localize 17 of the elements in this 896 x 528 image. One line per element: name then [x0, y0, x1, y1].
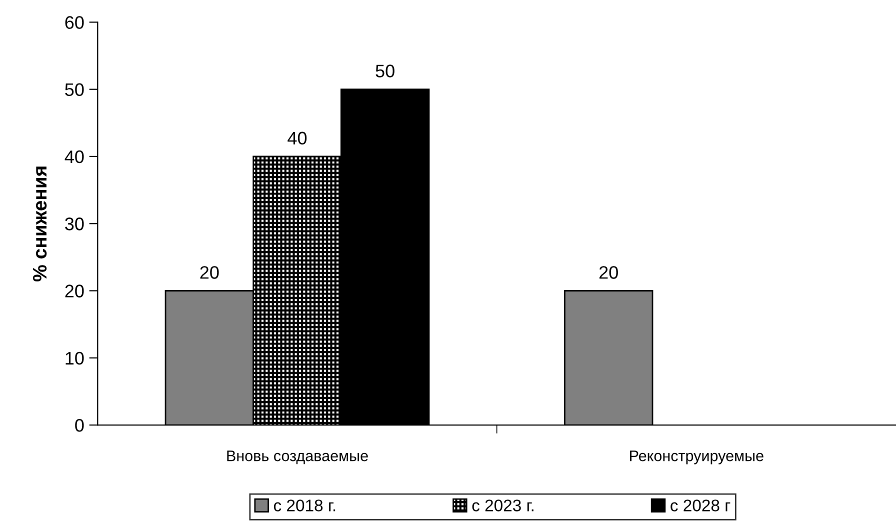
y-tick-label: 10	[66, 352, 84, 365]
x-tick-label: Реконструируемые	[630, 450, 764, 464]
data-label: 40	[288, 132, 307, 145]
x-tick-label: Вновь создаваемые	[227, 450, 368, 464]
data-label: 20	[200, 266, 219, 279]
legend-label: с 2018 г.	[274, 500, 336, 512]
y-tick-label: 30	[65, 218, 84, 230]
data-label: 20	[599, 266, 618, 279]
y-tick-label: 0	[75, 418, 84, 432]
y-tick-label: 40	[64, 150, 84, 164]
y-axis-title: % снижения	[32, 166, 47, 282]
y-tick-label: 60	[65, 16, 84, 29]
y-tick-label: 50	[65, 83, 84, 96]
data-label: 50	[376, 64, 394, 78]
legend-label: с 2023 г.	[472, 500, 534, 512]
y-tick-label: 20	[65, 284, 84, 298]
legend-label: с 2028 г	[670, 500, 730, 512]
